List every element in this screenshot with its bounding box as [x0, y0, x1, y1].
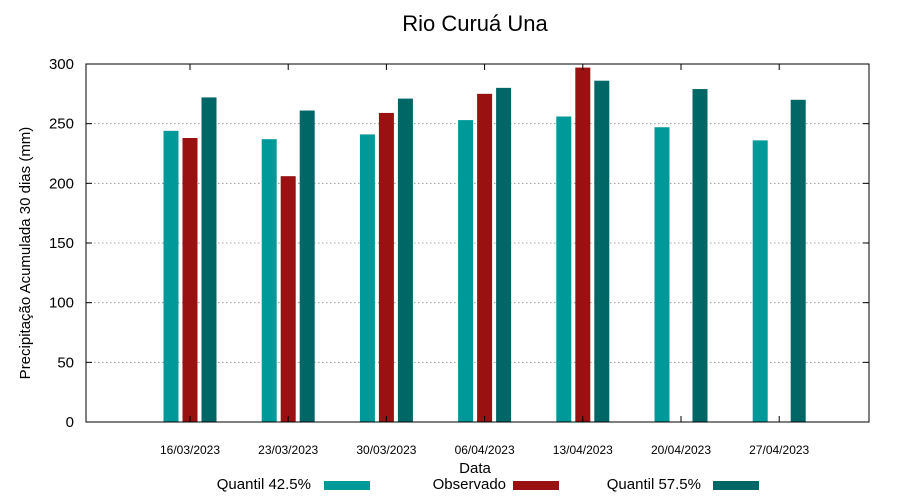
bar	[477, 93, 493, 422]
bar	[752, 140, 768, 422]
x-tick-label: 20/04/2023	[651, 443, 711, 457]
bar	[496, 87, 512, 422]
x-tick-label: 23/03/2023	[258, 443, 318, 457]
x-tick-label: 16/03/2023	[160, 443, 220, 457]
bar	[594, 80, 610, 422]
y-tick-label: 50	[57, 354, 74, 371]
y-tick-label: 300	[49, 56, 74, 73]
legend-label: Quantil 57.5%	[607, 476, 701, 493]
bars	[163, 67, 806, 423]
y-tick-label: 0	[66, 414, 74, 431]
legend-label: Quantil 42.5%	[217, 476, 311, 493]
x-tick-label: 30/03/2023	[356, 443, 416, 457]
y-tick-label: 100	[49, 295, 74, 312]
y-tick-label: 250	[49, 116, 74, 133]
x-tick-label: 13/04/2023	[553, 443, 613, 457]
grid	[86, 123, 869, 363]
legend-label: Observado	[433, 476, 506, 493]
bar	[280, 176, 296, 422]
bar	[299, 110, 315, 422]
legend-swatch	[324, 481, 370, 490]
bar	[201, 97, 217, 422]
bar	[378, 112, 394, 422]
chart-title: Rio Curuá Una	[402, 11, 548, 36]
x-tick-label: 27/04/2023	[749, 443, 809, 457]
bar	[556, 116, 572, 423]
x-axis-label: Data	[459, 460, 491, 477]
bar	[359, 134, 375, 422]
y-axis-ticks: 0 50 100 150 200 250 300	[49, 56, 869, 431]
bar	[458, 120, 474, 422]
x-axis-ticks: 16/03/2023 23/03/2023 30/03/2023 06/04/2023…	[160, 64, 810, 457]
y-tick-label: 200	[49, 175, 74, 192]
y-tick-label: 150	[49, 235, 74, 252]
bar	[397, 98, 413, 423]
bar	[163, 130, 179, 422]
bar	[654, 127, 670, 422]
bar	[692, 89, 708, 422]
bar	[261, 139, 277, 422]
legend: Quantil 42.5% Observado Quantil 57.5%	[217, 476, 759, 493]
bar	[182, 137, 198, 422]
y-axis-label: Precipitação Acumulada 30 dias (mm)	[17, 127, 34, 380]
bar	[790, 99, 806, 423]
legend-swatch	[513, 481, 559, 490]
legend-swatch	[713, 481, 759, 490]
x-tick-label: 06/04/2023	[455, 443, 515, 457]
bar	[575, 67, 591, 422]
